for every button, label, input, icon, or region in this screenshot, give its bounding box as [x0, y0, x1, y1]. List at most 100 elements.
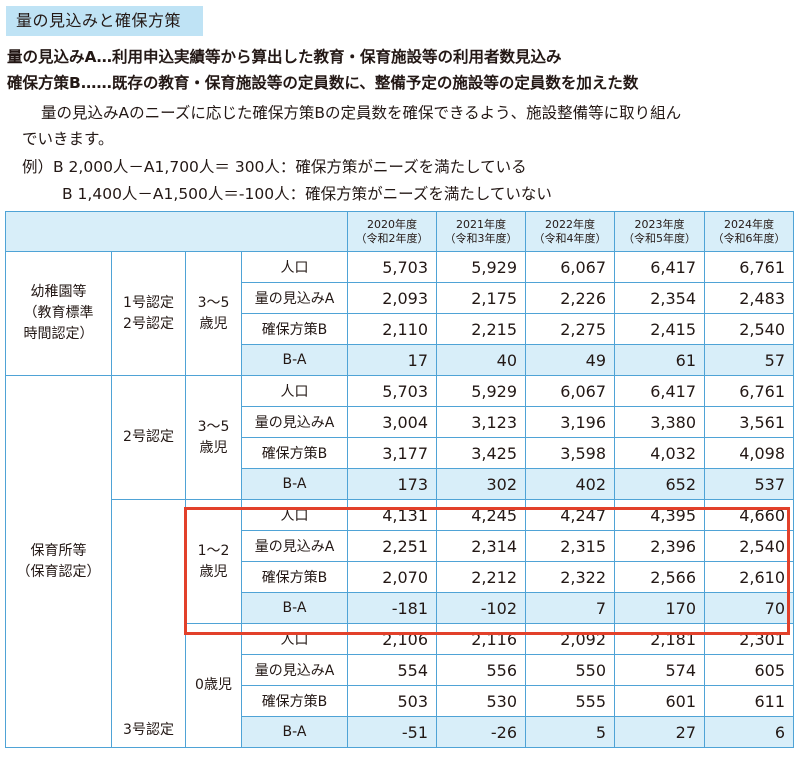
value-cell: 2,315: [525, 530, 615, 562]
age-kindergarten: 3～5 歳児: [185, 251, 242, 376]
value-cell: 3,561: [704, 406, 794, 438]
paragraph-line-1: 量の見込みAのニーズに応じた確保方策Bの定員数を確保できるよう、施設整備等に取り…: [41, 104, 682, 122]
age-nursery-12: 1～2 歳児: [185, 499, 242, 624]
value-cell: 7: [525, 592, 615, 624]
supply-demand-table: 2020年度 （令和2年度） 2021年度 （令和3年度） 2022年度 （令和4年度…: [5, 211, 794, 748]
nursery-age12-row-ba: B-A -181 -102 7 170 70: [6, 592, 794, 624]
value-cell: 61: [614, 344, 705, 376]
value-cell: 6,417: [614, 375, 705, 407]
header-blank-cell: [5, 211, 348, 252]
year-header-2021: 2021年度 （令和3年度）: [436, 211, 526, 252]
value-cell: 173: [347, 468, 437, 500]
value-cell: 2,566: [614, 561, 705, 593]
row-label-a: 量の見込みA: [241, 282, 348, 314]
value-cell: 2,251: [347, 530, 437, 562]
value-cell: 5: [525, 716, 615, 748]
value-cell: -26: [436, 716, 526, 748]
value-cell: 17: [347, 344, 437, 376]
value-cell: 2,354: [614, 282, 705, 314]
value-cell: 550: [525, 654, 615, 686]
value-cell: 6,067: [525, 251, 615, 283]
nursery-age12-row-pop: 3号認定 1～2 歳児 人口 4,131 4,245 4,247 4,395 4,660: [6, 499, 794, 748]
value-cell: 5,929: [436, 375, 526, 407]
value-cell: 2,215: [436, 313, 526, 345]
value-cell: 554: [347, 654, 437, 686]
value-cell: 2,175: [436, 282, 526, 314]
value-cell: 6,067: [525, 375, 615, 407]
value-cell: 2,540: [704, 313, 794, 345]
value-cell: 3,177: [347, 437, 437, 469]
nursery-age35-row-ba: B-A 173 302 402 652 537: [6, 468, 794, 500]
value-cell: 4,245: [436, 499, 526, 531]
value-cell: -102: [436, 592, 526, 624]
value-cell: 170: [614, 592, 705, 624]
value-cell: 4,395: [614, 499, 705, 531]
nursery-age0-row-b: 確保方策B 503 530 555 601 611: [6, 685, 794, 717]
value-cell: 3,196: [525, 406, 615, 438]
row-label-b: 確保方策B: [241, 437, 348, 469]
row-label-b: 確保方策B: [241, 685, 348, 717]
section-title: 量の見込みと確保方策: [6, 6, 203, 36]
value-cell: 4,098: [704, 437, 794, 469]
value-cell: 652: [614, 468, 705, 500]
year-header-2023: 2023年度 （令和5年度）: [614, 211, 705, 252]
kindergarten-row-b: 確保方策B 2,110 2,215 2,275 2,415 2,540: [6, 313, 794, 345]
cert-nursery-2: 2号認定: [111, 375, 186, 500]
row-label-b: 確保方策B: [241, 561, 348, 593]
row-label-pop: 人口: [241, 375, 348, 407]
value-cell: 530: [436, 685, 526, 717]
nursery-age35-row-b: 確保方策B 3,177 3,425 3,598 4,032 4,098: [6, 437, 794, 469]
value-cell: 574: [614, 654, 705, 686]
value-cell: 49: [525, 344, 615, 376]
value-cell: 2,106: [347, 623, 437, 655]
value-cell: 3,380: [614, 406, 705, 438]
definition-b: 確保方策B……既存の教育・保育施設等の定員数に、整備予定の施設等の定員数を加えた…: [7, 74, 639, 92]
row-label-a: 量の見込みA: [241, 654, 348, 686]
value-cell: 605: [704, 654, 794, 686]
value-cell: 5,703: [347, 251, 437, 283]
value-cell: 611: [704, 685, 794, 717]
example-line-1: 例）B 2,000人－A1,700人＝ 300人：確保方策がニーズを満たしている: [22, 158, 527, 176]
value-cell: 2,181: [614, 623, 705, 655]
kindergarten-row-a: 量の見込みA 2,093 2,175 2,226 2,354 2,483: [6, 282, 794, 314]
row-label-pop: 人口: [241, 623, 348, 655]
value-cell: 2,110: [347, 313, 437, 345]
value-cell: 57: [704, 344, 794, 376]
row-label-ba: B-A: [241, 592, 348, 624]
nursery-age12-row-a: 量の見込みA 2,251 2,314 2,315 2,396 2,540: [6, 530, 794, 562]
row-label-ba: B-A: [241, 716, 348, 748]
value-cell: 5,703: [347, 375, 437, 407]
value-cell: 40: [436, 344, 526, 376]
row-label-pop: 人口: [241, 251, 348, 283]
row-label-a: 量の見込みA: [241, 530, 348, 562]
value-cell: 6: [704, 716, 794, 748]
nursery-age0-row-ba: B-A -51 -26 5 27 6: [6, 716, 794, 748]
value-cell: 6,761: [704, 375, 794, 407]
definition-a: 量の見込みA…利用申込実績等から算出した教育・保育施設等の利用者数見込み: [7, 48, 562, 66]
value-cell: 6,761: [704, 251, 794, 283]
example-line-2: B 1,400人－A1,500人＝-100人：確保方策がニーズを満たしていない: [62, 185, 552, 203]
value-cell: 503: [347, 685, 437, 717]
value-cell: 2,483: [704, 282, 794, 314]
value-cell: 2,212: [436, 561, 526, 593]
value-cell: 5,929: [436, 251, 526, 283]
value-cell: 2,610: [704, 561, 794, 593]
value-cell: 601: [614, 685, 705, 717]
value-cell: 3,598: [525, 437, 615, 469]
value-cell: 2,116: [436, 623, 526, 655]
year-header-2024: 2024年度 （令和6年度）: [704, 211, 794, 252]
value-cell: 537: [704, 468, 794, 500]
value-cell: 70: [704, 592, 794, 624]
header-row: 2020年度 （令和2年度） 2021年度 （令和3年度） 2022年度 （令和4年度…: [5, 211, 794, 252]
paragraph-line-2: でいきます。: [22, 130, 114, 148]
facility-nursery: 保育所等 （保育認定）: [5, 375, 112, 748]
cert-kindergarten: 1号認定 2号認定: [111, 251, 186, 376]
value-cell: 3,425: [436, 437, 526, 469]
row-label-pop: 人口: [241, 499, 348, 531]
value-cell: 2,093: [347, 282, 437, 314]
value-cell: 2,396: [614, 530, 705, 562]
value-cell: 4,032: [614, 437, 705, 469]
value-cell: 4,247: [525, 499, 615, 531]
year-header-2020: 2020年度 （令和2年度）: [347, 211, 437, 252]
kindergarten-row-pop: 幼稚園等 （教育標準 時間認定） 1号認定 2号認定 3～5 歳児 人口 5,703 5,929 6…: [5, 251, 794, 376]
